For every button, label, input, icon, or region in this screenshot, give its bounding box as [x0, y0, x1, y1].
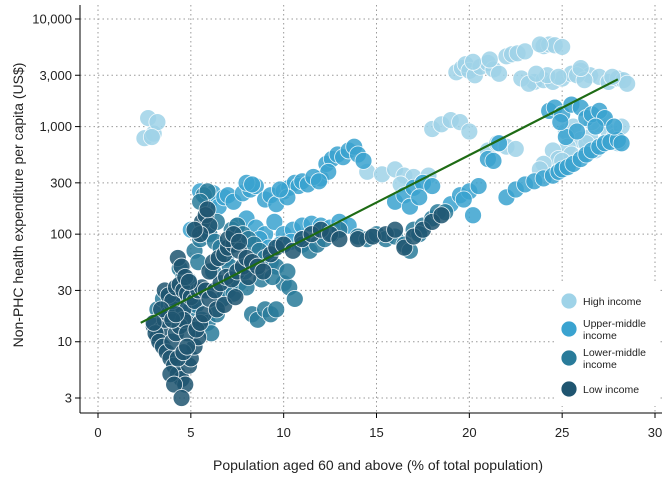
data-point [571, 59, 590, 77]
legend-marker [560, 380, 578, 398]
data-point [267, 300, 286, 319]
data-point [271, 180, 289, 199]
y-tick-label: 300 [50, 175, 72, 190]
data-point [386, 220, 404, 239]
data-point [423, 177, 442, 195]
data-point [484, 151, 503, 170]
data-point [285, 290, 304, 308]
data-point [243, 175, 262, 194]
y-axis-title: Non-PHC health expenditure per capita (U… [10, 63, 26, 348]
data-point [527, 64, 546, 83]
data-point [178, 337, 197, 356]
data-point [265, 213, 284, 231]
legend-marker [560, 292, 578, 310]
data-point [278, 262, 297, 281]
data-point [618, 74, 637, 93]
x-tick-label: 10 [276, 425, 290, 440]
data-point [148, 113, 167, 132]
y-tick-label: 100 [50, 227, 72, 242]
y-tick-label: 1,000 [39, 119, 72, 134]
axes: 0 5 10 15 20 25 30 3 10 30 100 300 1,000 3,000 10,000 [32, 5, 662, 440]
y-tick-label: 3 [65, 391, 72, 406]
fit-line [140, 78, 619, 324]
fit-line-layer [140, 78, 619, 324]
data-point [226, 288, 245, 307]
data-point [516, 42, 534, 61]
data-point [198, 200, 217, 219]
data-point [165, 375, 184, 394]
x-axis-title: Population aged 60 and above (% of total… [213, 457, 543, 473]
data-point [530, 35, 549, 54]
data-point [460, 122, 479, 141]
data-point [454, 190, 473, 209]
x-tick-label: 5 [187, 425, 194, 440]
legend: High income Upper-middle income Lower-middl… [557, 284, 659, 406]
data-points [135, 35, 637, 407]
x-tick-label: 20 [462, 425, 476, 440]
data-point [464, 52, 482, 71]
data-point [349, 230, 367, 248]
y-tick-label: 30 [58, 283, 72, 298]
data-point [605, 117, 624, 136]
legend-label: Upper-middle income [583, 318, 646, 342]
x-tick-label: 30 [648, 425, 662, 440]
data-point [568, 122, 586, 141]
data-point [586, 117, 605, 136]
data-point [469, 177, 488, 195]
x-tick-label: 0 [94, 425, 101, 440]
x-tick-label: 15 [369, 425, 383, 440]
data-point [553, 38, 572, 56]
y-tick-label: 3,000 [39, 68, 72, 83]
data-point [410, 188, 429, 207]
data-point [612, 134, 631, 153]
data-point [354, 151, 373, 170]
data-point [432, 206, 451, 225]
data-point [506, 140, 525, 158]
data-point [310, 172, 328, 191]
series-upper-middle-income [181, 95, 631, 257]
y-tick-label: 10 [58, 334, 72, 349]
data-point [230, 232, 249, 251]
data-point [142, 128, 161, 146]
data-point [180, 272, 198, 291]
data-point [172, 389, 191, 407]
data-point [185, 220, 204, 239]
data-point [480, 50, 499, 69]
data-point [490, 64, 508, 83]
data-point [254, 262, 273, 281]
legend-label: Low income [583, 384, 639, 396]
data-point [549, 67, 568, 86]
data-point [330, 230, 349, 248]
legend-label: High income [583, 296, 642, 308]
legend-marker [560, 320, 578, 338]
legend-marker [560, 349, 578, 367]
legend-label: Lower-middle income [583, 347, 646, 371]
y-tick-label: 10,000 [32, 12, 72, 27]
data-point [551, 113, 570, 132]
x-tick-label: 25 [555, 425, 569, 440]
data-point [464, 206, 482, 225]
